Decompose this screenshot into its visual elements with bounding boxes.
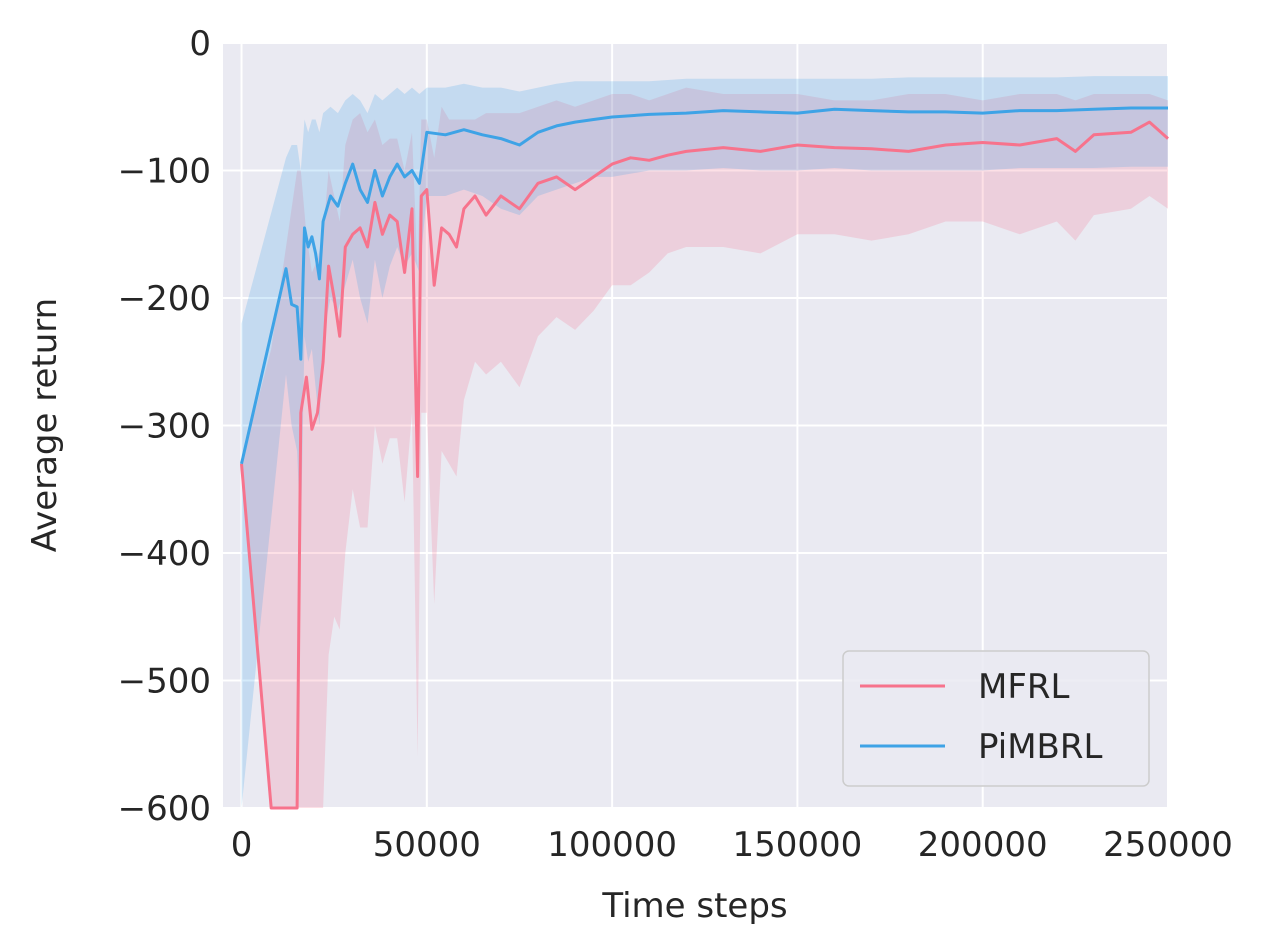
x-axis-label: Time steps xyxy=(601,886,787,926)
y-tick-label: −300 xyxy=(118,407,211,447)
y-axis-label: Average return xyxy=(25,298,65,552)
series-line-mfrl xyxy=(240,120,1169,810)
y-tick-label: −100 xyxy=(118,152,211,192)
confidence-bands xyxy=(241,76,1168,809)
x-tick-label: 50000 xyxy=(373,825,481,865)
series-lines xyxy=(240,106,1169,810)
legend: MFRL PiMBRL xyxy=(842,650,1150,787)
legend-label-mfrl: MFRL xyxy=(978,667,1070,707)
legend-label-pimbrl: PiMBRL xyxy=(978,727,1102,767)
x-tick-label: 150000 xyxy=(733,825,863,865)
y-tick-label: −600 xyxy=(118,789,211,829)
x-tick-label: 100000 xyxy=(547,825,677,865)
y-tick-label: −200 xyxy=(118,279,211,319)
x-tick-label: 250000 xyxy=(1103,825,1233,865)
band-mfrl xyxy=(241,87,1168,809)
y-tick-labels: 0 −100 −200 −300 −400 −500 −600 xyxy=(118,24,211,829)
grid-lines xyxy=(223,42,1169,809)
band-pimbrl xyxy=(241,76,1168,809)
x-tick-labels: 0 50000 100000 150000 200000 250000 xyxy=(231,825,1233,865)
y-tick-label: −500 xyxy=(118,662,211,702)
y-tick-label: −400 xyxy=(118,534,211,574)
series-line-pimbrl xyxy=(240,106,1168,465)
x-tick-label: 200000 xyxy=(918,825,1048,865)
x-tick-label: 0 xyxy=(231,825,253,865)
y-tick-label: 0 xyxy=(189,24,211,64)
